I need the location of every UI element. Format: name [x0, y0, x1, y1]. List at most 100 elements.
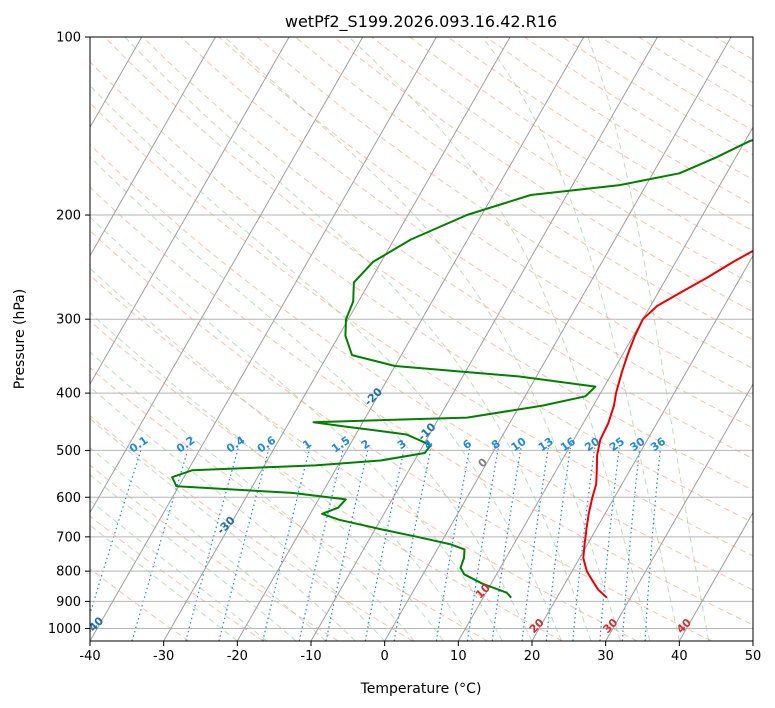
- dry-adiabat-line: [90, 320, 563, 641]
- dry-adiabat-line: [714, 37, 753, 61]
- isotherms: [0, 37, 753, 641]
- moist-adiabat-line: [348, 37, 651, 641]
- x-tick-label: 20: [524, 649, 541, 664]
- y-axis-ticks: 100 200 300 400 500 600 700 800 900 1000: [48, 31, 90, 637]
- dry-adiabat-line: [218, 37, 753, 399]
- mixing-ratio-line: [185, 447, 239, 641]
- x-tick-label: -30: [153, 649, 174, 664]
- moist-adiabat-line: [90, 351, 415, 641]
- mixing-ratio-line: [466, 447, 499, 641]
- mixing-ratio-line: [621, 447, 641, 641]
- mixing-ratio-label: 1: [300, 437, 314, 452]
- dry-adiabat-line: [90, 230, 712, 641]
- y-tick-label: 700: [56, 530, 81, 545]
- moist-adiabat-line: [224, 37, 621, 641]
- mixing-ratio-line: [262, 447, 311, 641]
- moist-adiabat-line: [90, 499, 268, 641]
- x-axis-ticks: -40 -30 -20 -10 0 10 20 30 40 50: [79, 641, 761, 664]
- x-tick-label: -10: [300, 649, 321, 664]
- moist-adiabat-line: [124, 37, 592, 641]
- moist-adiabat-line: [90, 386, 386, 641]
- isotherm-label: 20: [527, 616, 547, 636]
- dry-adiabat-line: [256, 37, 753, 370]
- temperature-profile-line: [582, 249, 753, 599]
- mixing-ratio-line: [521, 447, 549, 641]
- sounding-series: [171, 138, 753, 599]
- mixing-ratio-line: [90, 447, 143, 617]
- y-tick-label: 500: [56, 444, 81, 459]
- mixing-ratio-label: 0.2: [174, 434, 197, 456]
- mixing-ratio-label: 0.6: [255, 433, 279, 455]
- x-tick-label: 10: [450, 649, 467, 664]
- mixing-ratio-label: 6: [460, 437, 474, 452]
- y-tick-label: 100: [56, 31, 81, 46]
- mixing-ratio-label: 36: [648, 435, 668, 455]
- moist-adiabat-line: [90, 216, 503, 641]
- dry-adiabat-line: [90, 367, 488, 641]
- isotherm-line: [90, 37, 290, 386]
- dry-adiabat-line: [371, 37, 753, 285]
- isotherm-line: [163, 37, 511, 641]
- dry-adiabat-line: [90, 568, 190, 641]
- dry-adiabat-line: [90, 143, 753, 591]
- isotherm-label: 30: [600, 616, 620, 636]
- isotherm-label: 40: [674, 616, 694, 636]
- mixing-ratio-label: 20: [582, 435, 602, 455]
- isotherm-line: [90, 37, 437, 641]
- dry-adiabat-line: [638, 37, 753, 107]
- isotherm-label: -50: [9, 614, 32, 637]
- dry-adiabat-line: [333, 37, 753, 313]
- y-tick-label: 600: [56, 491, 81, 506]
- isotherm-line: [90, 37, 216, 257]
- mixing-ratio-line: [644, 447, 662, 641]
- dry-adiabat-line: [90, 464, 339, 641]
- y-axis-label: Pressure (hPa): [12, 289, 28, 389]
- isotherm-label: 0: [476, 455, 491, 470]
- dry-adiabat-line: [180, 37, 753, 429]
- dry-adiabat-line: [752, 37, 753, 38]
- isotherm-line: [90, 37, 364, 514]
- y-tick-label: 1000: [48, 622, 81, 637]
- mixing-ratio-label: 0.4: [224, 433, 248, 455]
- dry-adiabat-line: [104, 37, 753, 491]
- y-tick-label: 200: [56, 209, 81, 224]
- isotherm-line: [531, 254, 753, 641]
- moist-adiabat-line: [90, 417, 356, 641]
- mixing-ratio-label: 25: [607, 435, 627, 454]
- plot-area: 0.10.20.40.611.52346810131620253036-100-…: [0, 37, 753, 641]
- y-tick-label: 300: [56, 313, 81, 328]
- mixing-ratio-line: [298, 447, 345, 641]
- isotherm-line: [0, 37, 68, 641]
- isotherm-line: [457, 126, 753, 641]
- mixing-ratio-line: [572, 447, 596, 641]
- x-tick-label: -20: [227, 649, 248, 664]
- mixing-ratio-line: [599, 447, 620, 641]
- line-labels: 0.10.20.40.611.52346810131620253036-100-…: [9, 385, 694, 638]
- chart-title: wetPf2_S199.2026.093.16.42.R16: [285, 12, 557, 32]
- plot-frame: [89, 36, 754, 642]
- x-tick-label: 30: [597, 649, 614, 664]
- x-tick-label: 40: [671, 649, 688, 664]
- dry-adiabats: [90, 37, 753, 641]
- dry-adiabat-line: [90, 515, 264, 641]
- y-tick-label: 800: [56, 565, 81, 580]
- mixing-ratio-line: [131, 447, 190, 641]
- y-tick-label: 400: [56, 387, 81, 402]
- isotherm-line: [384, 37, 732, 641]
- mixing-ratio-line: [325, 447, 369, 641]
- mixing-ratio-label: 3: [395, 437, 409, 452]
- x-tick-label: 50: [745, 649, 762, 664]
- dry-adiabat-line: [90, 274, 638, 641]
- dry-adiabat-line: [90, 415, 414, 641]
- moist-adiabat-line: [481, 37, 680, 641]
- moist-adiabat-line: [90, 84, 562, 641]
- mixing-ratio-line: [545, 447, 571, 641]
- moist-adiabat-line: [90, 446, 327, 641]
- isotherm-line: [236, 37, 585, 641]
- mixing-ratio-lines: [90, 447, 662, 641]
- x-axis-label: Temperature (°C): [360, 681, 482, 697]
- moist-adiabat-line: [90, 524, 238, 641]
- moist-adiabats: [90, 37, 710, 641]
- mixing-ratio-label: 13: [536, 435, 556, 454]
